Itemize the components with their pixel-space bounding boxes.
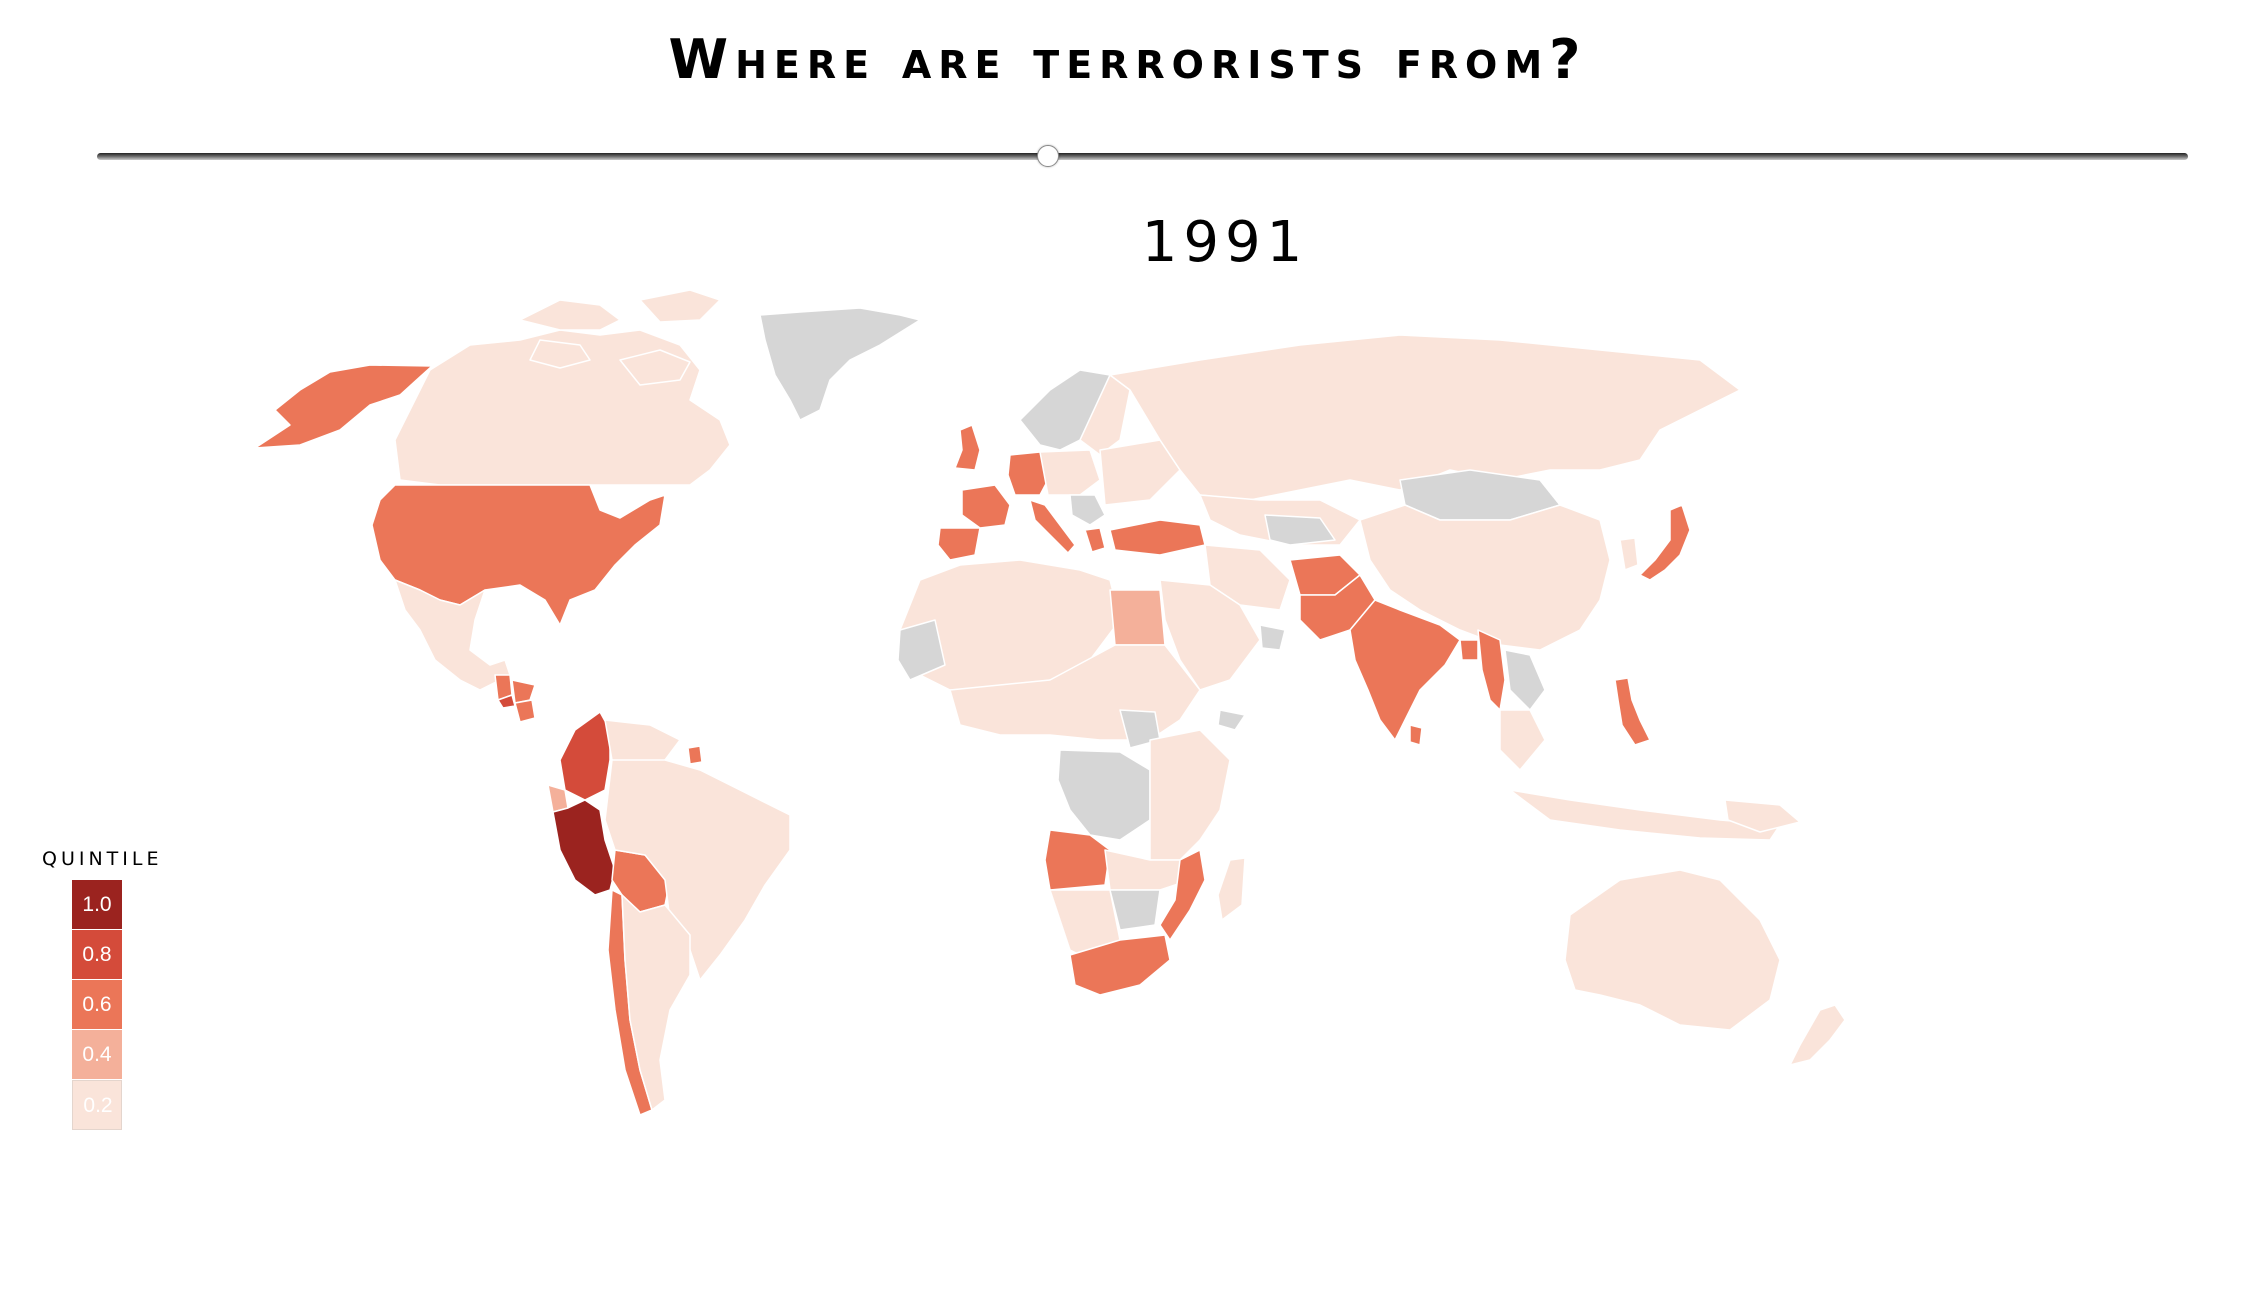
country-russia[interactable] [1109, 334, 1741, 501]
country-italy[interactable] [1029, 499, 1076, 554]
country-mauritania[interactable] [897, 619, 946, 681]
country-korea[interactable] [1619, 537, 1639, 571]
country-indonesia[interactable] [1509, 789, 1781, 841]
country-mexico[interactable] [394, 579, 511, 691]
legend-swatch-label: 1.0 [82, 893, 112, 916]
country-zimbabwe-nodata[interactable] [1109, 889, 1161, 931]
legend-swatch-label: 0.4 [82, 1043, 112, 1066]
country-venezuela[interactable] [604, 719, 681, 766]
country-angola[interactable] [1044, 829, 1111, 891]
country-horn-nodata[interactable] [1217, 709, 1246, 731]
year-slider[interactable] [97, 145, 2188, 168]
country-se-asia[interactable] [1499, 709, 1546, 771]
country-india[interactable] [1349, 599, 1461, 741]
country-alaska[interactable] [254, 364, 433, 449]
country-central-asia-nodata[interactable] [1264, 514, 1336, 546]
country-greenland[interactable] [759, 307, 921, 421]
country-balkans[interactable] [1069, 494, 1106, 526]
legend-swatch: 1.0 [72, 880, 122, 930]
country-united-states[interactable] [371, 484, 666, 626]
country-papua[interactable] [1724, 799, 1801, 833]
country-nicaragua[interactable] [514, 699, 536, 723]
slider-track[interactable] [97, 153, 2188, 160]
country-south-africa[interactable] [1069, 934, 1171, 996]
country-myanmar[interactable] [1477, 629, 1506, 711]
country-finland-baltics[interactable] [1079, 374, 1131, 456]
country-new-zealand[interactable] [1789, 1004, 1846, 1066]
country-central-europe[interactable] [1039, 449, 1101, 496]
legend-swatch: 0.8 [72, 930, 122, 980]
legend-title: QUINTILE [42, 848, 163, 870]
country-spain[interactable] [937, 527, 981, 561]
country-united-kingdom[interactable] [954, 424, 981, 471]
country-australia[interactable] [1564, 869, 1781, 1031]
country-madagascar[interactable] [1217, 857, 1246, 921]
country-greece[interactable] [1084, 527, 1106, 553]
country-el-salvador[interactable] [497, 694, 516, 709]
country-colombia[interactable] [559, 711, 611, 801]
country-suriname[interactable] [687, 745, 703, 765]
country-east-africa[interactable] [1149, 729, 1231, 861]
country-china[interactable] [1359, 504, 1611, 651]
country-brazil[interactable] [604, 759, 791, 981]
country-turkey[interactable] [1109, 519, 1206, 556]
country-eastern-europe[interactable] [1099, 439, 1181, 506]
year-label: 1991 [1141, 210, 1309, 275]
legend-swatch-label: 0.8 [82, 943, 112, 966]
country-sri-lanka[interactable] [1409, 724, 1423, 746]
country-bangladesh[interactable] [1459, 639, 1479, 661]
country-mozambique[interactable] [1159, 849, 1206, 941]
country-japan[interactable] [1639, 504, 1691, 581]
country-france[interactable] [961, 484, 1011, 529]
country-arabia[interactable] [1159, 579, 1261, 691]
legend: QUINTILE 1.0 0.8 0.6 0.4 0.2 [42, 848, 162, 1130]
country-gulf-nodata[interactable] [1259, 624, 1286, 651]
country-egypt[interactable] [1109, 589, 1166, 646]
legend-swatch-label: 0.2 [83, 1094, 113, 1117]
slider-handle[interactable] [1037, 145, 1060, 167]
legend-swatch-label: 0.6 [82, 993, 112, 1016]
legend-swatches: 1.0 0.8 0.6 0.4 0.2 [42, 880, 162, 1130]
country-canada-islands[interactable] [519, 289, 721, 386]
country-argentina[interactable] [621, 894, 691, 1111]
country-drc[interactable] [1057, 749, 1151, 841]
legend-swatch: 0.4 [72, 1030, 122, 1080]
country-philippines[interactable] [1614, 677, 1651, 746]
legend-swatch: 0.2 [72, 1080, 122, 1130]
legend-swatch: 0.6 [72, 980, 122, 1030]
page-title: Where are terrorists from? [668, 28, 1588, 91]
country-laos[interactable] [1504, 649, 1546, 711]
